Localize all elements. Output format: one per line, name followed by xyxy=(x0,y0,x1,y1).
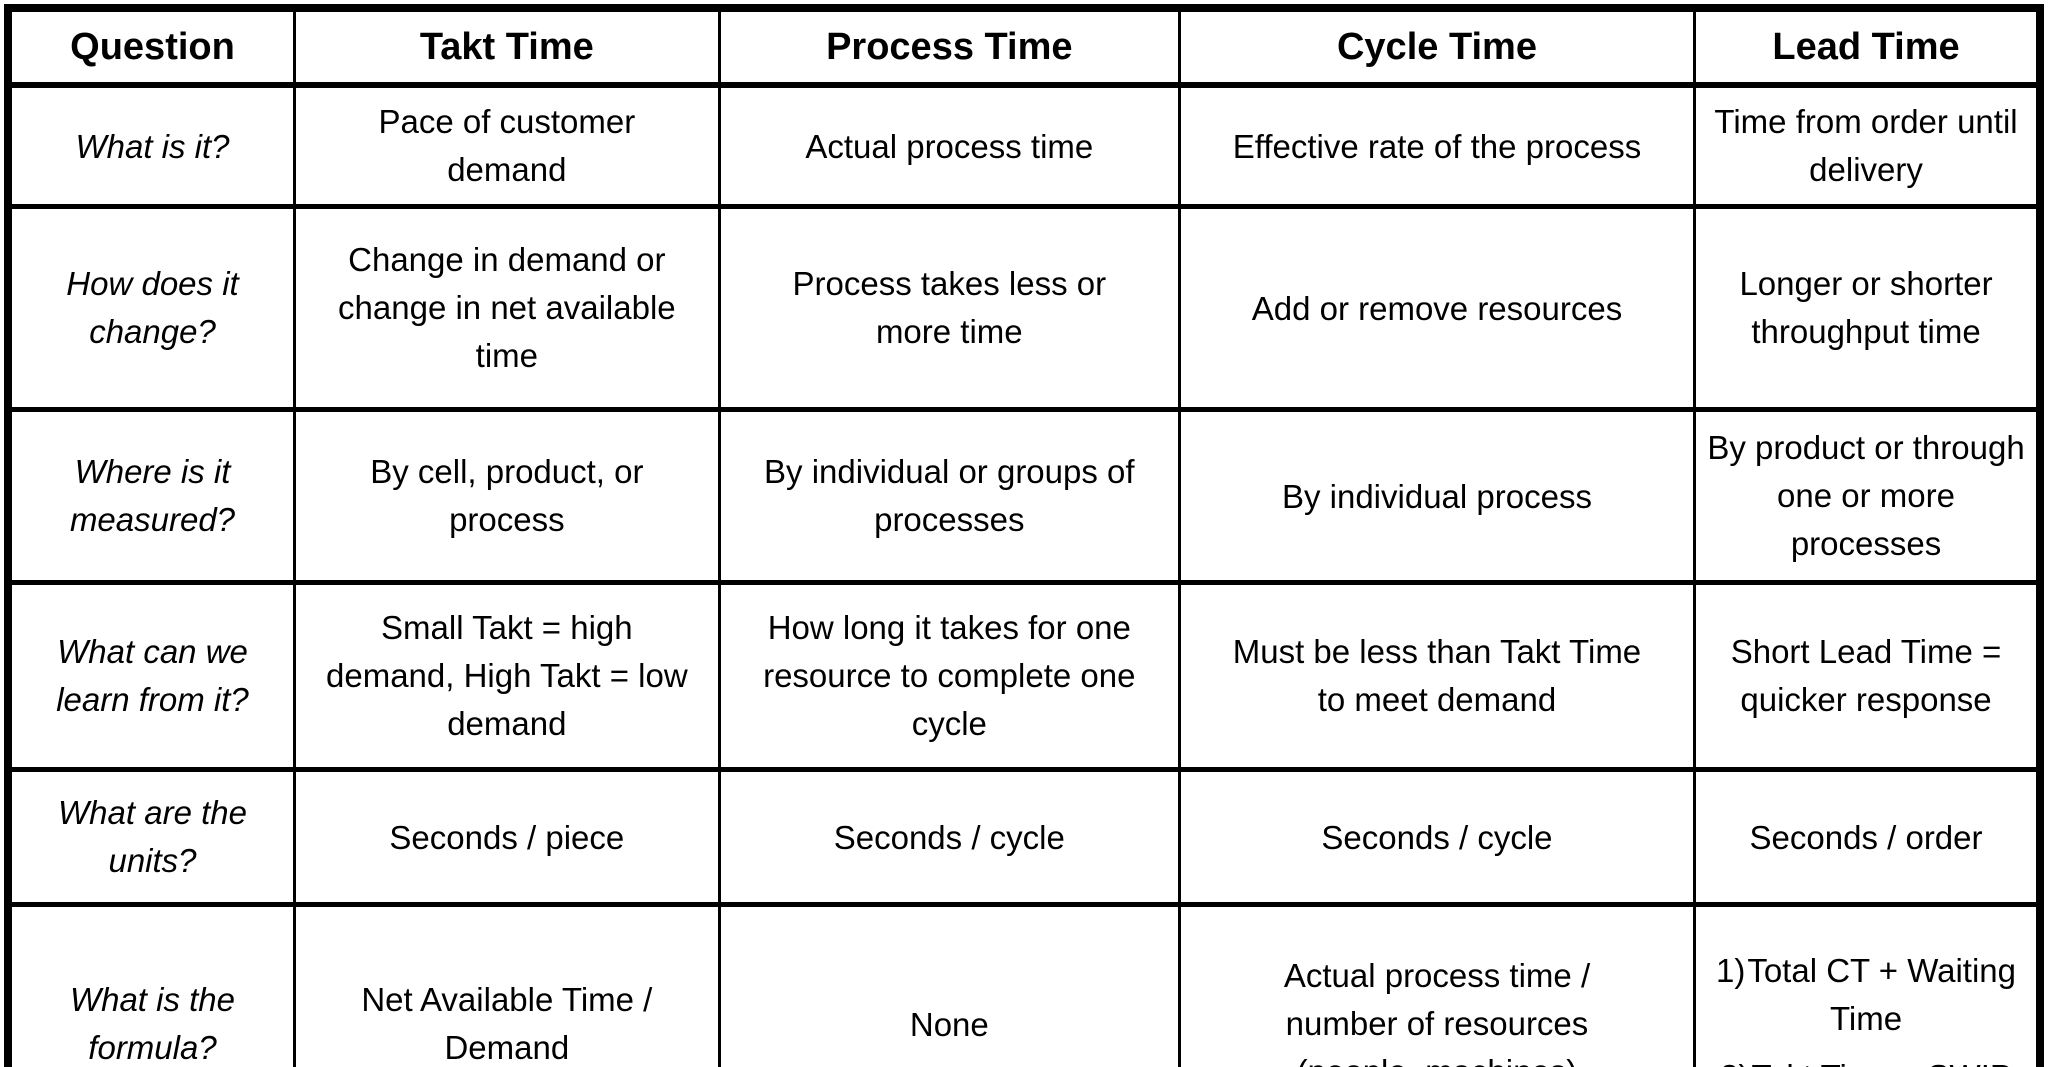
time-comparison-table: Question Takt Time Process Time Cycle Ti… xyxy=(4,4,2044,1067)
formula-item-text: Total CT + Waiting Time xyxy=(1747,952,2017,1038)
table-row-what-are-the-units: What are the units? Seconds / piece Seco… xyxy=(6,767,2042,907)
table-row-how-does-it-change: How does it change? Change in demand or … xyxy=(6,204,2042,412)
formula-item-marker: 2) xyxy=(1720,1058,1749,1067)
question-cell: What are the units? xyxy=(6,767,296,907)
header-row: Question Takt Time Process Time Cycle Ti… xyxy=(6,5,2042,88)
lead-cell: By product or through one or more proces… xyxy=(1693,407,2042,585)
header-cell-cycle-time: Cycle Time xyxy=(1177,5,1697,88)
header-cell-lead-time: Lead Time xyxy=(1693,5,2042,88)
header-cell-process-time: Process Time xyxy=(717,5,1181,88)
header-cell-question: Question xyxy=(6,5,296,88)
question-cell: What is the formula? xyxy=(6,902,296,1067)
lead-formula-item: 1)Total CT + Waiting Time xyxy=(1707,947,2025,1043)
cycle-cell: By individual process xyxy=(1177,407,1697,585)
table-row-what-is-the-formula: What is the formula? Net Available Time … xyxy=(6,902,2042,1067)
lead-cell: Time from order until delivery xyxy=(1693,82,2042,209)
takt-cell: Seconds / piece xyxy=(293,767,721,907)
question-cell: What is it? xyxy=(6,82,296,209)
question-cell: Where is it measured? xyxy=(6,407,296,585)
table-row-where-is-it-measured: Where is it measured? By cell, product, … xyxy=(6,407,2042,585)
cycle-cell: Add or remove resources xyxy=(1177,204,1697,412)
formula-item-marker: 1) xyxy=(1715,952,1746,990)
lead-cell: Short Lead Time = quicker response xyxy=(1693,580,2042,772)
takt-cell: Small Takt = high demand, High Takt = lo… xyxy=(293,580,721,772)
takt-cell: Net Available Time / Demand xyxy=(293,902,721,1067)
lead-cell: 1)Total CT + Waiting Time 2)Takt Time x … xyxy=(1693,902,2042,1067)
lead-formula-list: 1)Total CT + Waiting Time 2)Takt Time x … xyxy=(1707,947,2025,1067)
process-cell: Seconds / cycle xyxy=(717,767,1181,907)
process-cell: Actual process time xyxy=(717,82,1181,209)
takt-cell: By cell, product, or process xyxy=(293,407,721,585)
cycle-cell: Must be less than Takt Time to meet dema… xyxy=(1177,580,1697,772)
formula-item-text: Takt Time x SWIP xyxy=(1752,1058,2012,1067)
lead-cell: Seconds / order xyxy=(1693,767,2042,907)
takt-cell: Pace of customer demand xyxy=(293,82,721,209)
table-row-what-can-we-learn: What can we learn from it? Small Takt = … xyxy=(6,580,2042,772)
process-cell: Process takes less or more time xyxy=(717,204,1181,412)
cycle-cell: Seconds / cycle xyxy=(1177,767,1697,907)
process-cell: By individual or groups of processes xyxy=(717,407,1181,585)
header-cell-takt-time: Takt Time xyxy=(293,5,721,88)
cycle-cell: Effective rate of the process xyxy=(1177,82,1697,209)
process-cell: None xyxy=(717,902,1181,1067)
table-row-what-is-it: What is it? Pace of customer demand Actu… xyxy=(6,82,2042,209)
lead-cell: Longer or shorter throughput time xyxy=(1693,204,2042,412)
takt-cell: Change in demand or change in net availa… xyxy=(293,204,721,412)
question-cell: How does it change? xyxy=(6,204,296,412)
cycle-cell: Actual process time / number of resource… xyxy=(1177,902,1697,1067)
process-cell: How long it takes for one resource to co… xyxy=(717,580,1181,772)
question-cell: What can we learn from it? xyxy=(6,580,296,772)
lead-formula-item: 2)Takt Time x SWIP xyxy=(1707,1053,2025,1067)
